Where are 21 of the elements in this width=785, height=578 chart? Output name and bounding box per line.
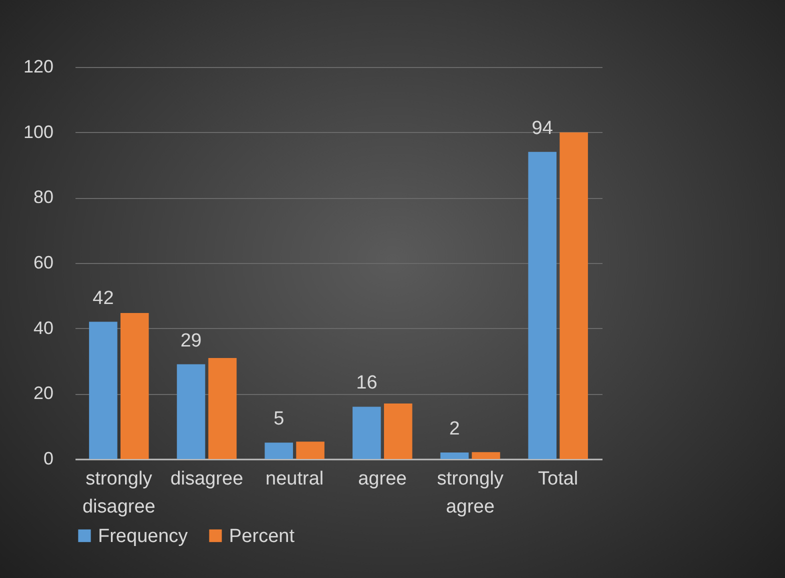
y-tick-label: 40: [33, 318, 54, 338]
legend-label: Frequency: [98, 526, 188, 547]
x-tick-label: disagree: [170, 468, 244, 490]
y-tick-label: 0: [43, 448, 54, 468]
x-tick-label: agree: [358, 468, 407, 490]
data-label: 94: [532, 118, 554, 139]
legend-label: Percent: [229, 526, 296, 547]
x-tick-label: neutral: [266, 468, 324, 490]
y-tick-label: 100: [23, 122, 54, 142]
data-label: 29: [180, 330, 202, 352]
data-label: 42: [92, 288, 114, 309]
x-tick-label: Total: [538, 468, 578, 490]
y-tick-label: 60: [33, 252, 54, 272]
x-tick-label: strongly agree: [436, 468, 504, 518]
y-tick-label: 20: [33, 383, 54, 404]
data-label: 2: [449, 418, 460, 440]
x-tick-label: strongly disagree: [82, 468, 156, 518]
y-tick-label: 80: [33, 187, 54, 208]
data-label: 16: [356, 372, 378, 394]
y-tick-label: 120: [23, 56, 54, 76]
data-label: 5: [274, 408, 284, 430]
